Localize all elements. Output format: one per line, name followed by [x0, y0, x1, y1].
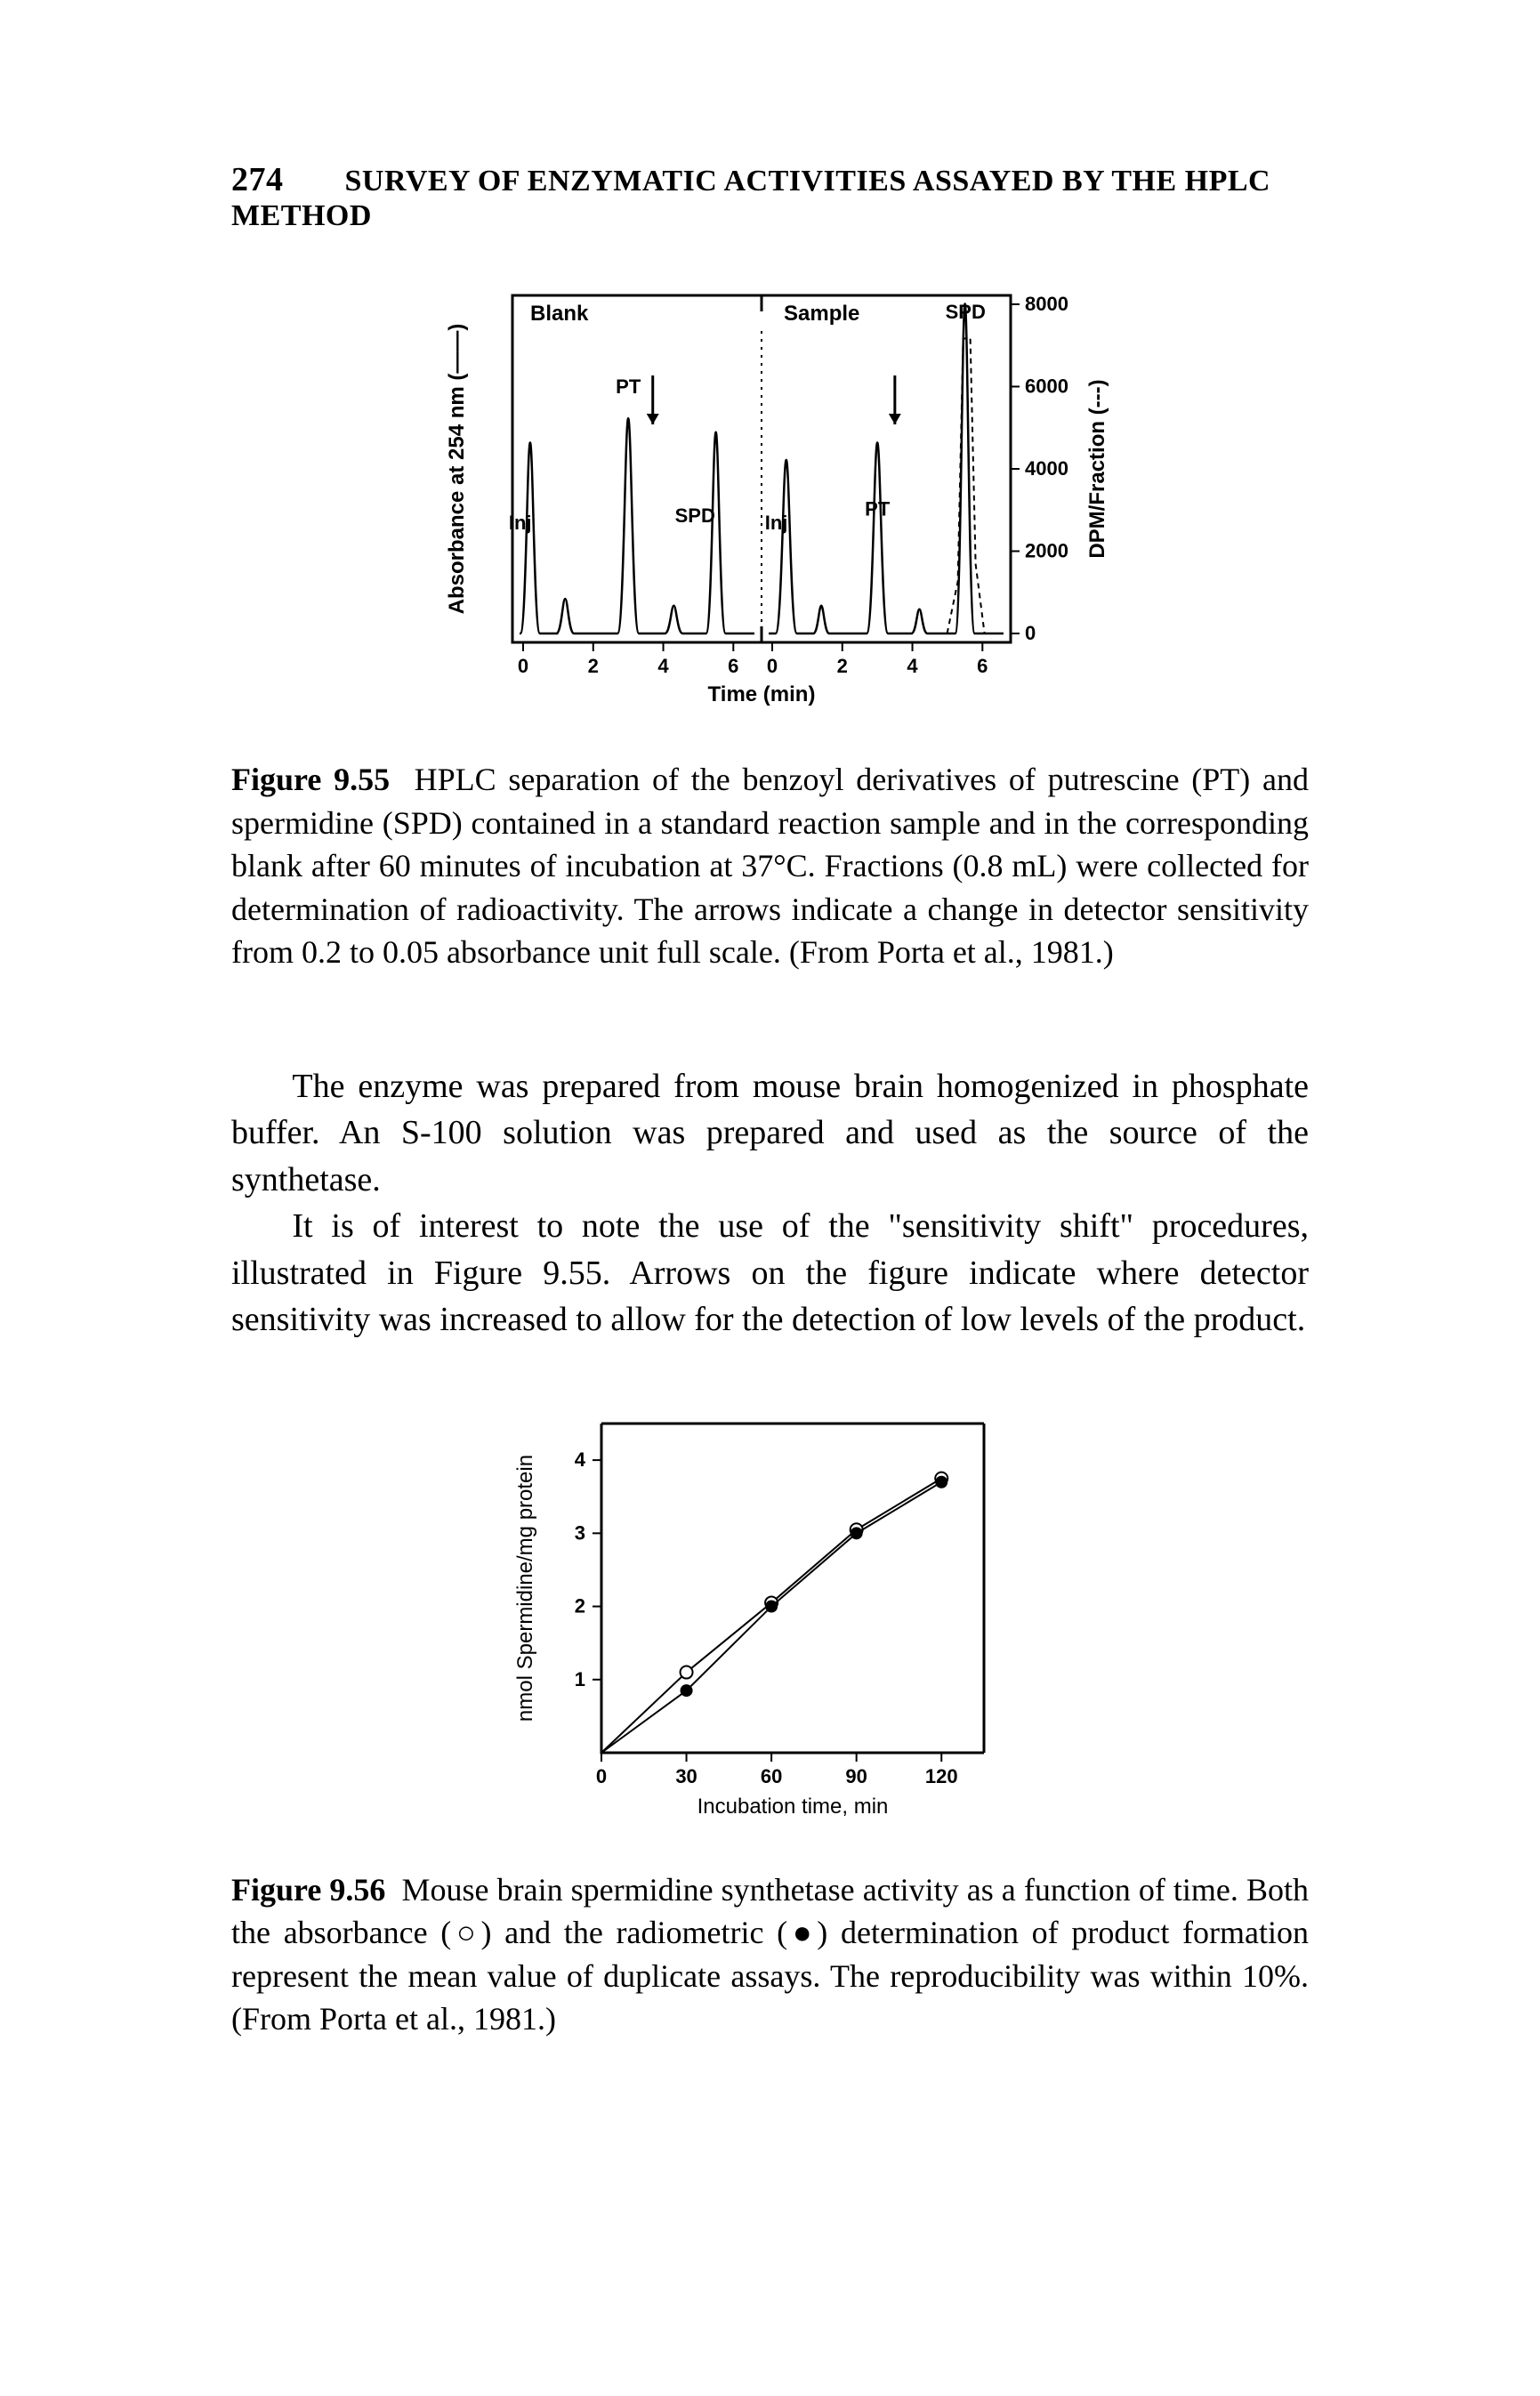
body-text: The enzyme was prepared from mouse brain…	[231, 1063, 1309, 1343]
svg-text:nmol Spermidine/mg protein: nmol Spermidine/mg protein	[513, 1455, 537, 1722]
svg-text:4: 4	[574, 1448, 585, 1471]
svg-text:Blank: Blank	[530, 302, 589, 326]
figure-9-55-caption: Figure 9.55 HPLC separation of the benzo…	[231, 758, 1309, 974]
svg-text:90: 90	[845, 1765, 867, 1787]
svg-text:0: 0	[766, 655, 777, 677]
figure-9-56-caption: Figure 9.56 Mouse brain spermidine synth…	[231, 1868, 1309, 2041]
svg-text:4: 4	[907, 655, 918, 677]
figure-9-55-svg: Blank Sample 0 2 4 6 0 2 4 6 Time (min) 0 2000 4000 60…	[415, 269, 1126, 731]
svg-text:DPM/Fraction (---): DPM/Fraction (---)	[1085, 379, 1109, 558]
svg-text:6: 6	[977, 655, 988, 677]
svg-text:Time (min): Time (min)	[707, 682, 815, 706]
page-number: 274	[231, 161, 284, 198]
svg-text:Inj: Inj	[764, 512, 787, 534]
paragraph-2: It is of interest to note the use of the…	[231, 1203, 1309, 1343]
svg-text:Incubation time, min: Incubation time, min	[697, 1795, 888, 1819]
running-head-text: SURVEY OF ENZYMATIC ACTIVITIES ASSAYED B…	[231, 165, 1270, 232]
page: 274 SURVEY OF ENZYMATIC ACTIVITIES ASSAY…	[0, 0, 1540, 2396]
paragraph-1: The enzyme was prepared from mouse brain…	[231, 1063, 1309, 1203]
svg-text:SPD: SPD	[945, 301, 985, 323]
svg-text:8000: 8000	[1025, 293, 1068, 315]
figure-9-56-svg: 0 30 60 90 120 1 2 3 4 Incubation time, min nmol S…	[486, 1397, 1055, 1842]
svg-text:PT: PT	[865, 497, 891, 520]
svg-text:120: 120	[924, 1765, 957, 1787]
svg-text:Sample: Sample	[784, 302, 859, 326]
svg-text:0: 0	[1025, 622, 1036, 644]
svg-text:30: 30	[675, 1765, 697, 1787]
svg-text:PT: PT	[616, 375, 641, 398]
figure-9-55-caption-text: HPLC separation of the benzoyl derivativ…	[231, 762, 1309, 970]
svg-text:4000: 4000	[1025, 457, 1068, 480]
svg-text:3: 3	[574, 1521, 585, 1544]
svg-text:2: 2	[574, 1594, 585, 1617]
svg-text:6: 6	[728, 655, 738, 677]
figure-9-56-label: Figure 9.56	[231, 1872, 385, 1908]
svg-text:SPD: SPD	[674, 504, 714, 527]
svg-text:Inj: Inj	[508, 512, 531, 534]
svg-text:0: 0	[517, 655, 528, 677]
figure-9-55-label: Figure 9.55	[231, 762, 390, 797]
svg-text:2000: 2000	[1025, 540, 1068, 562]
svg-text:2: 2	[587, 655, 598, 677]
svg-text:6000: 6000	[1025, 375, 1068, 398]
figure-9-55: Blank Sample 0 2 4 6 0 2 4 6 Time (min) 0 2000 4000 60…	[231, 269, 1309, 731]
svg-text:0: 0	[595, 1765, 606, 1787]
figure-9-56-caption-text: Mouse brain spermidine synthetase activi…	[231, 1872, 1309, 2037]
svg-text:1: 1	[574, 1667, 585, 1690]
figure-9-56: 0 30 60 90 120 1 2 3 4 Incubation time, min nmol S…	[231, 1397, 1309, 1842]
svg-text:Absorbance at 254 nm (——): Absorbance at 254 nm (——)	[445, 324, 469, 615]
svg-text:4: 4	[657, 655, 669, 677]
running-head: 274 SURVEY OF ENZYMATIC ACTIVITIES ASSAY…	[231, 160, 1309, 233]
svg-text:60: 60	[760, 1765, 781, 1787]
svg-text:2: 2	[836, 655, 847, 677]
